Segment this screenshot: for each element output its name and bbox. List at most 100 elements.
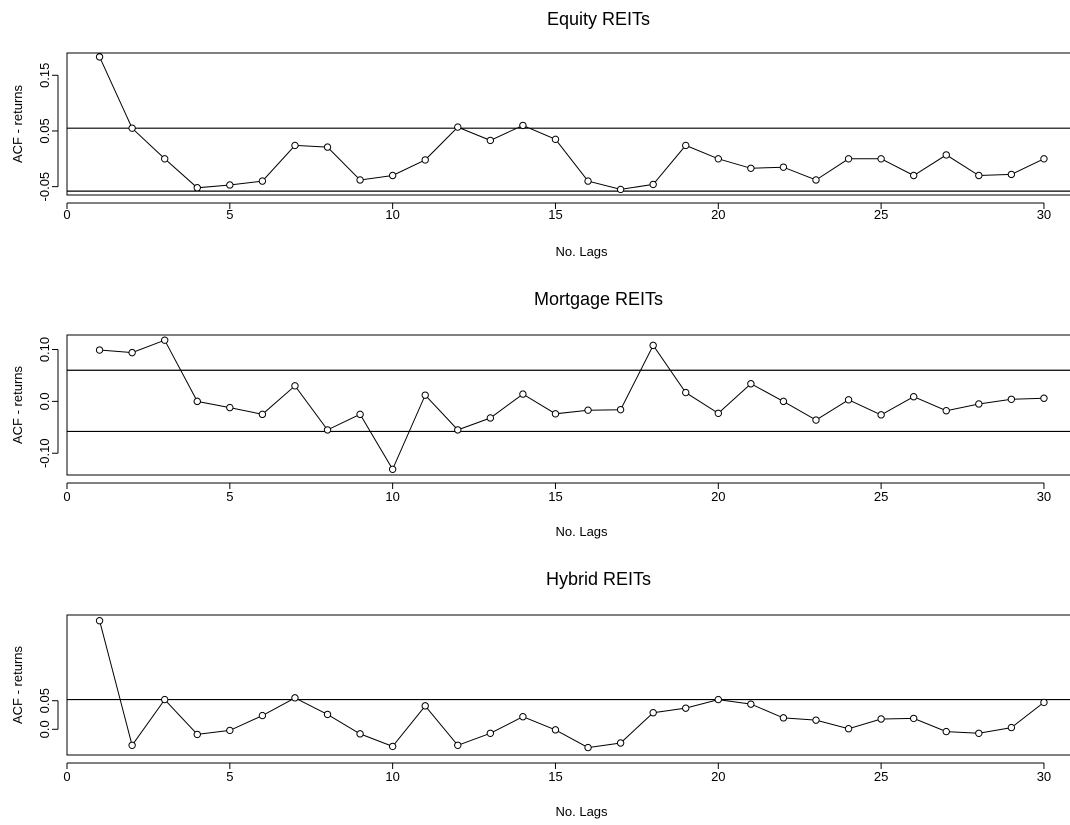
acf-point: [160, 155, 169, 163]
x-tick-label: 25: [874, 207, 888, 222]
acf-point: [812, 176, 820, 184]
x-tick-label: 5: [226, 769, 233, 784]
x-tick-label: 15: [548, 207, 562, 222]
acf-point: [128, 348, 136, 357]
acf-point: [356, 410, 364, 419]
x-tick-label: 0: [63, 489, 70, 504]
acf-point: [747, 700, 755, 708]
acf-point: [584, 406, 592, 414]
x-tick-label: 10: [385, 489, 399, 504]
acf-point: [877, 155, 885, 163]
acf-point: [95, 346, 104, 354]
acf-point: [193, 730, 201, 739]
acf-point: [844, 725, 853, 733]
y-tick-label: 0.0: [37, 720, 52, 738]
x-tick-label: 0: [63, 207, 70, 222]
acf-point: [486, 414, 495, 422]
chart-title: Equity REITs: [547, 9, 650, 29]
acf-point: [616, 405, 625, 414]
acf-point: [649, 180, 657, 189]
acf-point: [975, 171, 983, 180]
acf-point: [747, 164, 755, 172]
acf-point: [779, 397, 788, 406]
acf-point: [1040, 394, 1048, 402]
x-axis-label: No. Lags: [556, 804, 609, 819]
x-axis-label: No. Lags: [556, 244, 609, 259]
acf-point: [291, 694, 299, 702]
acf-point: [779, 163, 788, 171]
acf-point: [584, 177, 592, 185]
acf-point: [942, 727, 950, 736]
acf-point: [975, 729, 983, 737]
x-tick-label: 30: [1037, 207, 1051, 222]
acf-point: [226, 726, 234, 735]
x-tick-label: 20: [711, 769, 725, 784]
acf-point: [942, 151, 950, 159]
acf-point: [747, 380, 755, 388]
acf-point: [323, 426, 332, 434]
acf-series-line: [99, 56, 1045, 190]
y-axis-label: ACF - returns: [10, 365, 25, 444]
acf-point: [551, 135, 560, 144]
y-axis-label: ACF - returns: [10, 84, 25, 163]
acf-point: [877, 715, 885, 723]
acf-point: [388, 742, 397, 751]
y-tick-label: 0.0: [37, 392, 52, 410]
acf-point: [1040, 155, 1048, 163]
x-tick-label: 5: [226, 489, 233, 504]
x-axis-label: No. Lags: [556, 524, 609, 539]
acf-point: [95, 617, 104, 625]
acf-point: [388, 171, 397, 180]
x-tick-label: 15: [548, 489, 562, 504]
x-tick-label: 25: [874, 489, 888, 504]
acf-panel-2: Mortgage REITs 0 5 10 15 20 25 30 No. Lags -0.10 0…: [10, 289, 1070, 539]
x-tick-label: 20: [711, 207, 725, 222]
acf-point: [258, 177, 267, 185]
acf-point: [844, 155, 853, 163]
acf-point: [160, 336, 169, 344]
y-tick-label: 0.05: [37, 688, 52, 713]
acf-point: [421, 391, 429, 399]
acf-point: [258, 410, 267, 419]
y-axis-label: ACF - returns: [10, 645, 25, 724]
acf-point: [356, 730, 364, 738]
acf-point: [975, 400, 983, 408]
acf-point: [291, 382, 299, 390]
acf-point: [844, 396, 853, 404]
acf-point: [519, 121, 527, 130]
y-tick-label: -0.05: [37, 172, 52, 202]
plot-frame: [66, 52, 1070, 196]
acf-point: [649, 341, 657, 350]
acf-point: [682, 704, 690, 712]
plot-frame: [66, 334, 1070, 476]
acf-point: [128, 741, 136, 749]
acf-point: [454, 426, 462, 434]
chart-title: Hybrid REITs: [546, 569, 651, 589]
acf-point: [1007, 395, 1016, 403]
acf-point: [486, 729, 495, 737]
x-tick-label: 5: [226, 207, 233, 222]
acf-panel-1: Equity REITs 0 5 10 15 20 25 30 No. Lags -0.05 0.0…: [10, 9, 1070, 259]
x-tick-label: 10: [385, 207, 399, 222]
acf-point: [909, 393, 918, 401]
acf-point: [616, 185, 625, 194]
acf-point: [616, 739, 625, 747]
acf-point: [226, 403, 234, 412]
acf-point: [779, 714, 788, 722]
acf-point: [714, 695, 722, 704]
acf-point: [454, 741, 462, 749]
acf-point: [909, 714, 918, 723]
acf-point: [258, 711, 267, 720]
acf-point: [454, 123, 462, 131]
acf-point: [584, 743, 592, 752]
acf-point: [421, 156, 429, 164]
acf-point: [812, 416, 820, 424]
acf-point: [1007, 170, 1016, 179]
acf-point: [714, 409, 722, 417]
x-tick-label: 25: [874, 769, 888, 784]
acf-series-line: [99, 339, 1044, 471]
acf-point: [714, 155, 722, 163]
acf-point: [291, 141, 299, 150]
acf-point: [877, 411, 885, 419]
